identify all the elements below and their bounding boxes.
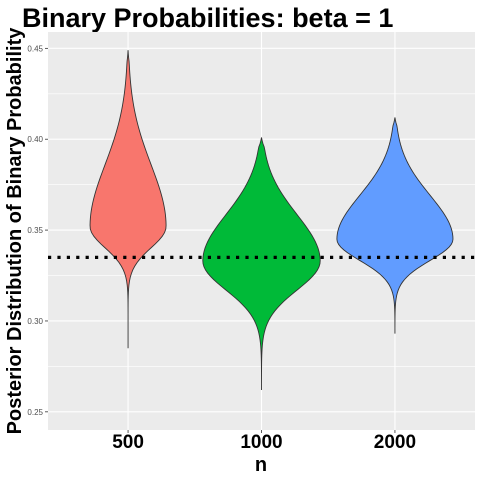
y-axis-ticks: 0.25 0.30 0.35 0.40 0.45 (27, 44, 48, 417)
x-tick-label: 1000 (240, 432, 282, 453)
y-axis-title: Posterior Distribution of Binary Probabi… (4, 27, 26, 435)
x-tick-label: 500 (112, 432, 144, 453)
y-tick-label: 0.25 (27, 408, 43, 417)
violins (89, 50, 454, 391)
chart-title: Binary Probabilities: beta = 1 (22, 3, 393, 33)
x-tick-label: 2000 (374, 432, 416, 453)
y-tick-label: 0.45 (27, 44, 43, 53)
x-axis-title: n (255, 454, 267, 476)
violin-2000 (336, 117, 454, 334)
y-tick-label: 0.40 (27, 135, 43, 144)
violin-500 (89, 50, 167, 349)
violin-1000 (202, 137, 321, 391)
y-tick-label: 0.30 (27, 317, 43, 326)
x-axis-ticks: 500 1000 2000 (112, 430, 416, 453)
y-tick-label: 0.35 (27, 226, 43, 235)
